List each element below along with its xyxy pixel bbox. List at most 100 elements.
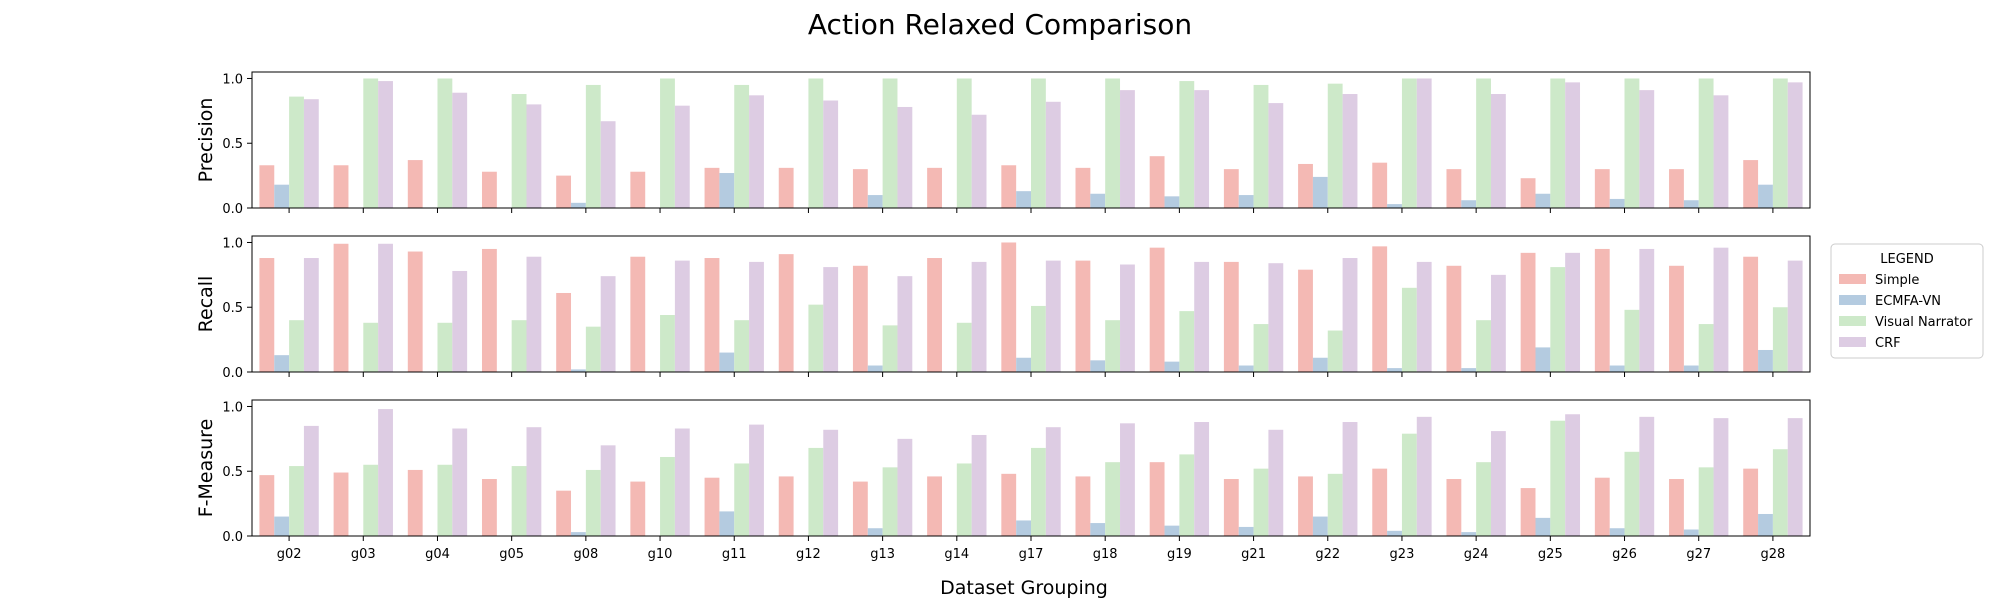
chart-title: Action Relaxed Comparison — [808, 8, 1192, 41]
bar-ecmfa-vn-g21 — [1238, 195, 1254, 208]
bar-simple-g17 — [1001, 242, 1017, 372]
bar-ecmfa-vn-g26 — [1609, 528, 1625, 536]
bar-simple-g28 — [1743, 256, 1759, 372]
bar-crf-g26 — [1639, 248, 1655, 372]
bar-simple-g02 — [259, 258, 275, 372]
legend-swatch — [1839, 274, 1866, 284]
bar-visual-narrator-g18 — [1105, 462, 1121, 536]
bar-simple-g10 — [630, 481, 646, 536]
bar-crf-g25 — [1565, 414, 1581, 536]
bar-simple-g24 — [1446, 169, 1462, 208]
bar-simple-g19 — [1149, 462, 1165, 536]
bar-visual-narrator-g21 — [1253, 324, 1269, 372]
bar-crf-g28 — [1787, 260, 1803, 372]
bar-visual-narrator-g05 — [511, 466, 527, 536]
bar-crf-g26 — [1639, 416, 1655, 536]
x-tick-label: g11 — [722, 547, 747, 562]
bar-visual-narrator-g17 — [1031, 78, 1046, 208]
bar-crf-g25 — [1565, 252, 1581, 372]
bar-visual-narrator-g24 — [1476, 462, 1491, 536]
bar-simple-g23 — [1372, 162, 1388, 208]
y-tick-label: 0.0 — [222, 366, 243, 381]
bar-simple-g17 — [1001, 165, 1017, 208]
bar-simple-g11 — [704, 167, 720, 208]
x-tick-label: g02 — [277, 547, 302, 562]
bar-ecmfa-vn-g02 — [274, 355, 290, 372]
bar-ecmfa-vn-g24 — [1461, 532, 1477, 536]
bar-ecmfa-vn-g11 — [719, 352, 735, 372]
legend-entry: Visual Narrator — [1875, 315, 1973, 330]
y-tick-label: 1.0 — [222, 72, 243, 87]
bar-ecmfa-vn-g08 — [571, 532, 586, 536]
bar-crf-g12 — [823, 100, 839, 208]
bar-crf-g19 — [1194, 422, 1210, 536]
bar-visual-narrator-g04 — [437, 464, 453, 536]
bar-crf-g24 — [1490, 274, 1506, 372]
x-tick-label: g08 — [573, 547, 598, 562]
x-tick-label: g24 — [1464, 547, 1489, 562]
bar-simple-g05 — [481, 248, 497, 372]
x-tick-label: g26 — [1612, 547, 1637, 562]
bar-simple-g12 — [778, 476, 794, 536]
bar-visual-narrator-g19 — [1179, 311, 1195, 372]
bar-simple-g26 — [1594, 169, 1610, 208]
bar-visual-narrator-g12 — [808, 304, 824, 372]
bar-visual-narrator-g17 — [1031, 305, 1046, 372]
bar-simple-g21 — [1223, 261, 1239, 372]
bar-ecmfa-vn-g13 — [867, 365, 883, 372]
bar-crf-g10 — [674, 105, 690, 208]
bar-ecmfa-vn-g27 — [1683, 200, 1699, 208]
bar-ecmfa-vn-g25 — [1535, 193, 1551, 208]
x-tick-label: g19 — [1167, 547, 1192, 562]
bar-simple-g24 — [1446, 265, 1462, 372]
y-tick-label: 0.0 — [222, 202, 243, 217]
bar-simple-g25 — [1520, 178, 1536, 208]
bar-visual-narrator-g18 — [1105, 320, 1121, 372]
bar-ecmfa-vn-g25 — [1535, 347, 1551, 372]
bar-simple-g02 — [259, 165, 275, 208]
bar-ecmfa-vn-g13 — [867, 195, 883, 208]
bar-crf-g14 — [971, 261, 987, 372]
bar-visual-narrator-g03 — [363, 464, 379, 536]
x-tick-label: g03 — [351, 547, 376, 562]
bar-visual-narrator-g13 — [882, 467, 898, 536]
bar-simple-g11 — [704, 477, 720, 536]
legend-box — [1830, 243, 1984, 359]
bar-ecmfa-vn-g17 — [1016, 191, 1031, 208]
bar-crf-g05 — [526, 256, 542, 372]
bar-ecmfa-vn-g26 — [1609, 365, 1625, 372]
bar-simple-g19 — [1149, 156, 1165, 208]
bar-crf-g03 — [378, 243, 393, 372]
legend-entry: CRF — [1875, 336, 1901, 351]
bar-simple-g04 — [407, 469, 423, 536]
bar-visual-narrator-g25 — [1550, 78, 1566, 208]
bar-visual-narrator-g14 — [956, 78, 972, 208]
bar-crf-g10 — [674, 428, 690, 536]
bar-crf-g22 — [1342, 422, 1358, 536]
bar-simple-g03 — [333, 165, 349, 208]
y-axis-title: Precision — [195, 98, 217, 183]
bar-simple-g21 — [1223, 479, 1239, 536]
x-tick-label: g21 — [1241, 547, 1266, 562]
bar-crf-g24 — [1490, 431, 1506, 536]
bar-simple-g26 — [1594, 248, 1610, 372]
bar-crf-g05 — [526, 427, 542, 536]
bar-visual-narrator-g13 — [882, 78, 898, 208]
bar-ecmfa-vn-g02 — [274, 516, 290, 536]
bar-simple-g22 — [1298, 476, 1313, 536]
bar-simple-g10 — [630, 171, 646, 208]
bar-simple-g04 — [407, 160, 423, 208]
x-tick-label: g04 — [425, 547, 450, 562]
bar-ecmfa-vn-g13 — [867, 528, 883, 536]
y-tick-label: 0.5 — [222, 301, 243, 316]
bar-simple-g03 — [333, 472, 349, 536]
bar-crf-g17 — [1045, 260, 1061, 372]
bar-visual-narrator-g26 — [1624, 309, 1640, 372]
bar-visual-narrator-g19 — [1179, 81, 1195, 208]
bar-ecmfa-vn-g02 — [274, 184, 290, 208]
x-axis-title: Dataset Grouping — [940, 577, 1108, 599]
bar-crf-g08 — [600, 121, 616, 208]
x-tick-label: g12 — [796, 547, 821, 562]
bar-ecmfa-vn-g18 — [1090, 360, 1106, 372]
